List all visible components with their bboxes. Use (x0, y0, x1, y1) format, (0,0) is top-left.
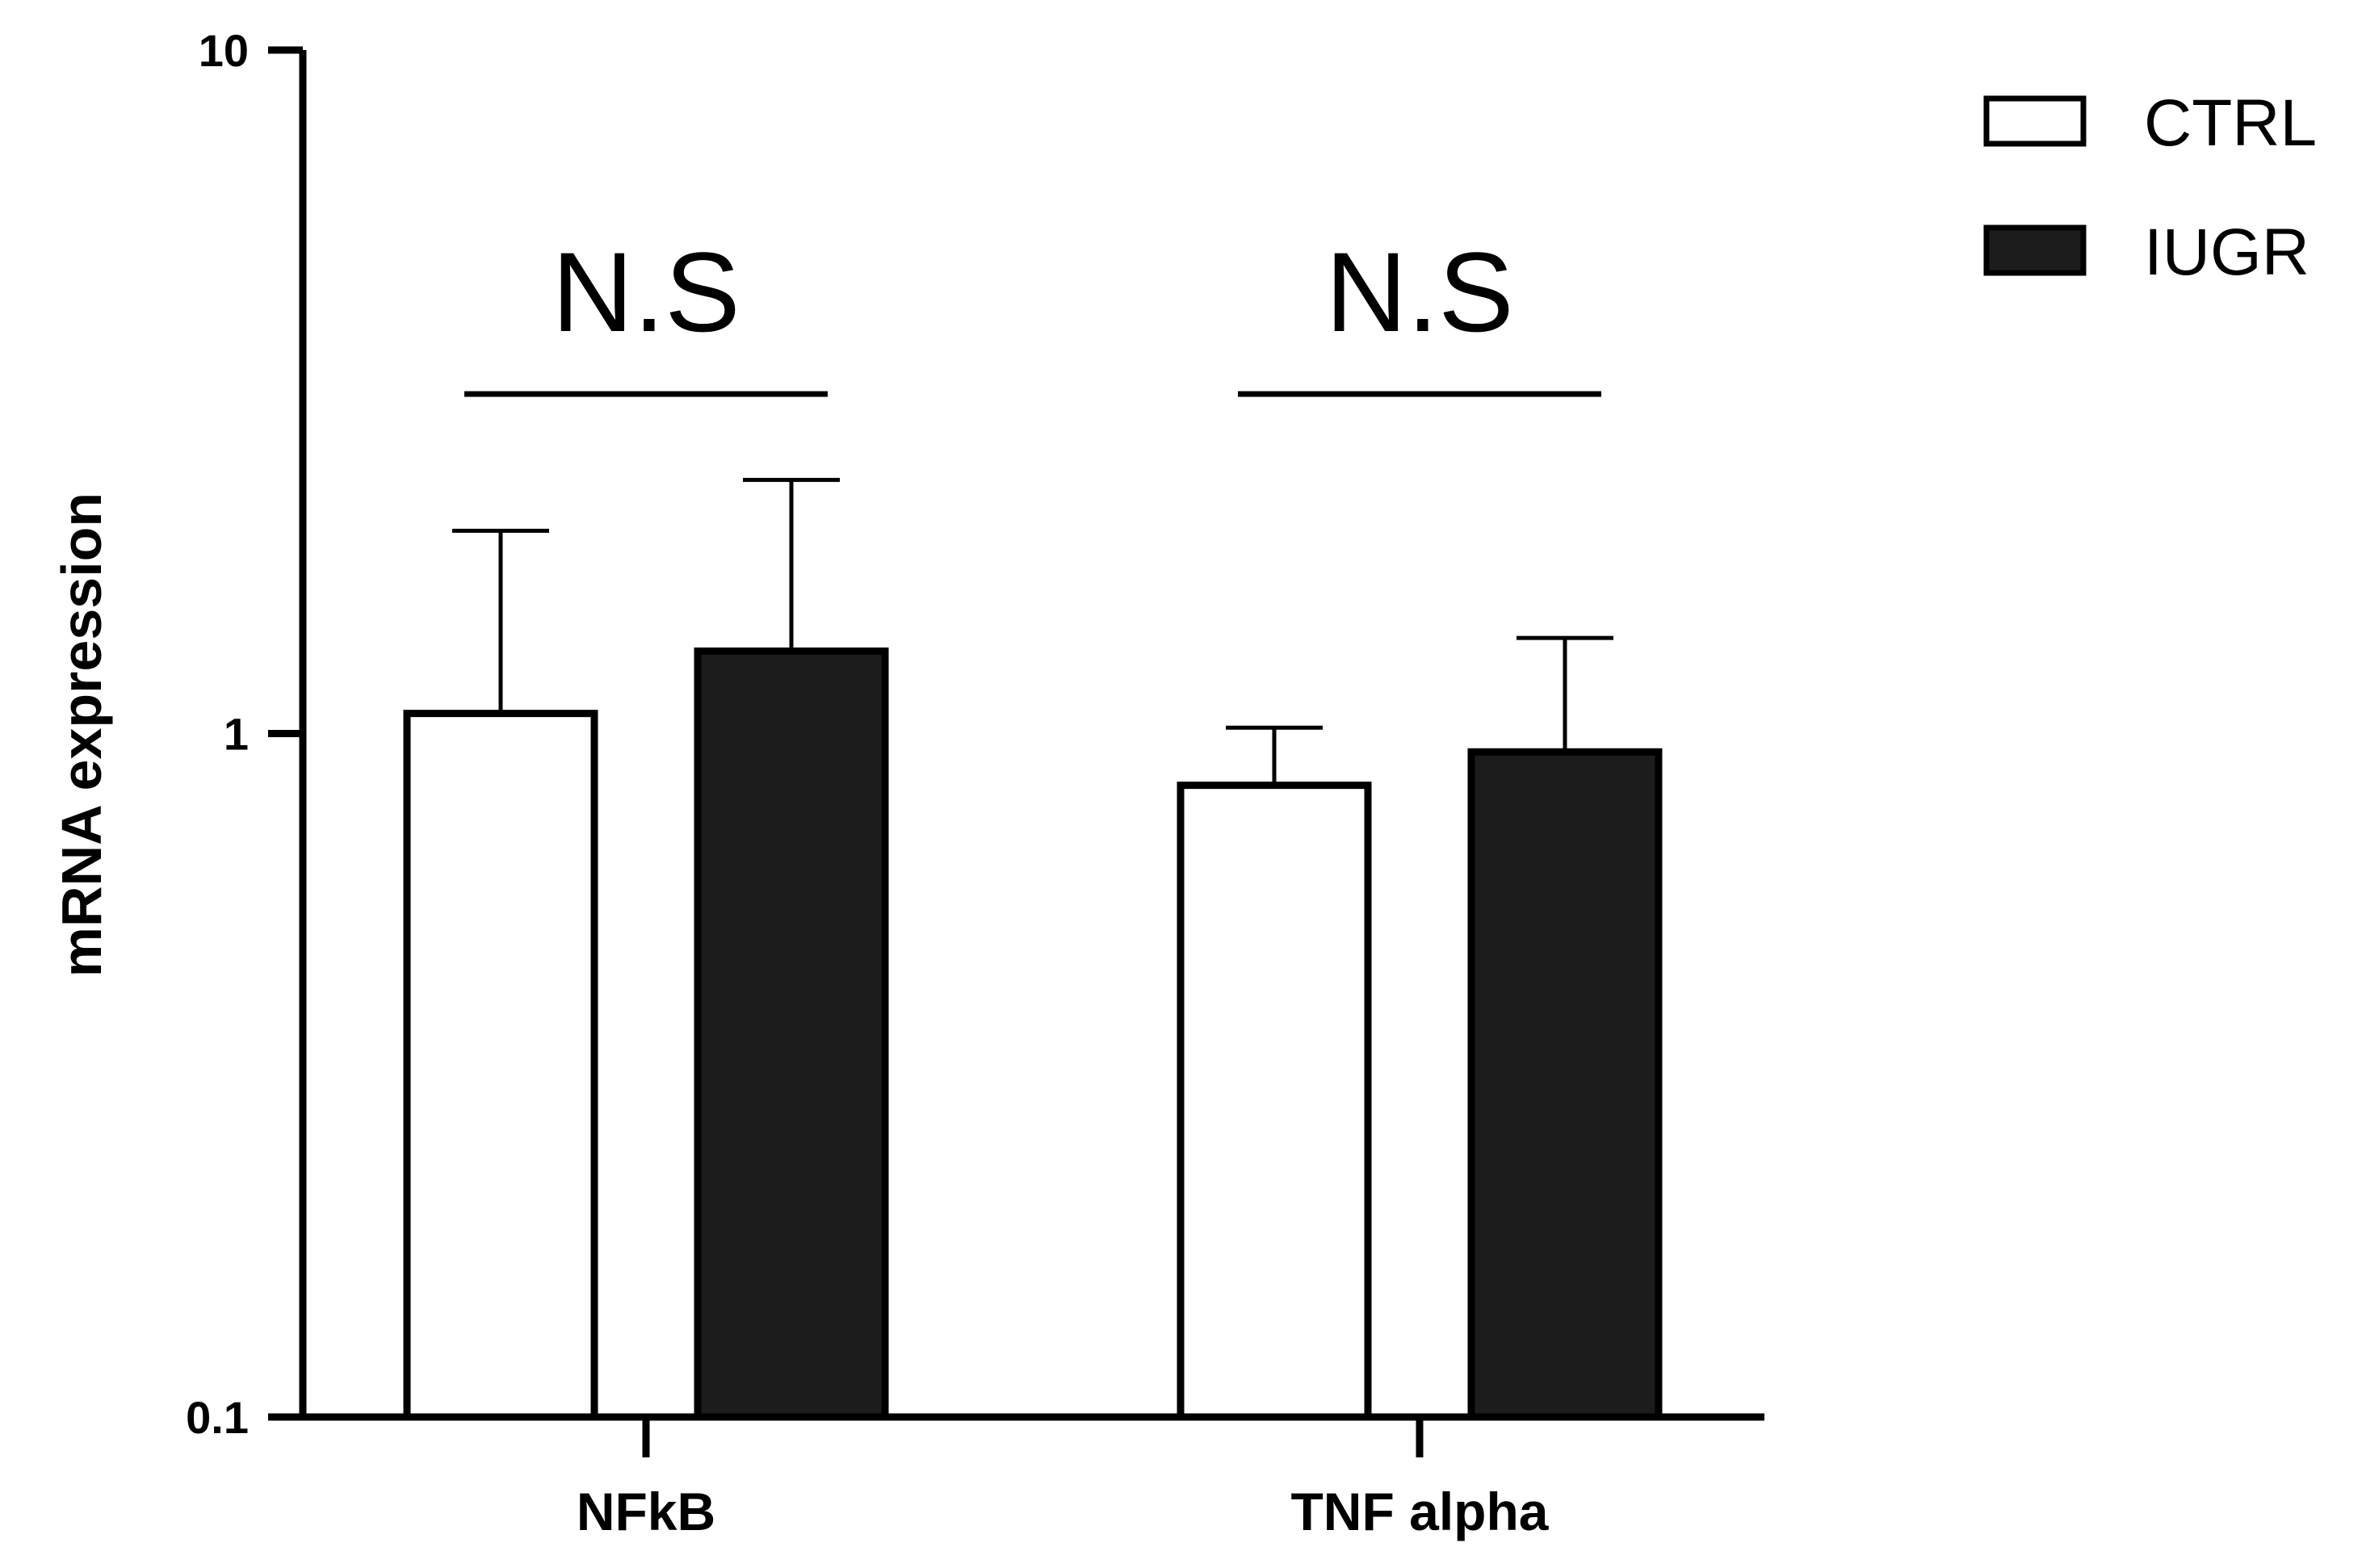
x-tick-label: TNF alpha (1290, 1482, 1549, 1541)
legend-label-ctrl: CTRL (2144, 86, 2317, 160)
significance-annotations: N.S N.S (464, 228, 1601, 397)
legend-label-iugr: IUGR (2144, 216, 2309, 289)
significance-label: N.S (1325, 228, 1513, 355)
significance-label: N.S (552, 228, 740, 355)
bar-iugr-tnf-alpha (1467, 748, 1663, 1421)
y-tick-label: 0.1 (186, 1392, 249, 1443)
bars (403, 477, 1663, 1421)
legend: CTRL IUGR (1983, 86, 2317, 289)
bar-iugr-nfkb (694, 647, 889, 1421)
legend-swatch-ctrl (1983, 95, 2087, 147)
legend-swatch-iugr (1983, 224, 2087, 276)
y-tick-label: 1 (224, 709, 249, 760)
x-tick-label: NFkB (577, 1482, 715, 1541)
y-tick-label: 10 (199, 25, 249, 76)
bar-ctrl-tnf-alpha (1177, 782, 1372, 1421)
bar-ctrl-nfkb (403, 710, 598, 1421)
y-ticks: 0.1 1 10 (186, 25, 303, 1443)
x-categories: NFkB TNF alpha (577, 1417, 1550, 1541)
y-axis-title: mRNA expression (50, 493, 113, 977)
